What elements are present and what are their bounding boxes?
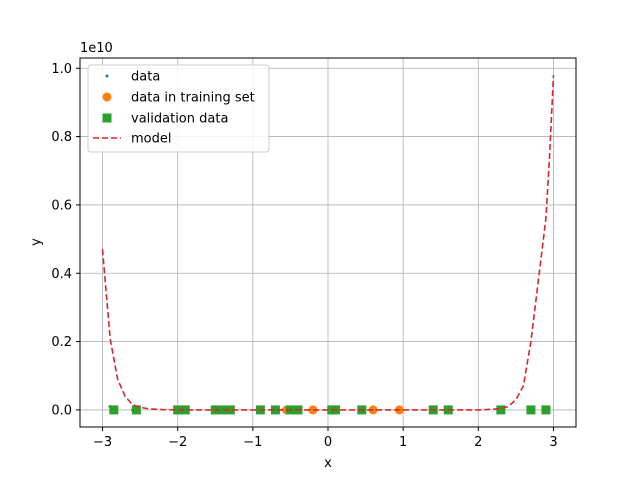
x-tick-label: 0 bbox=[324, 435, 332, 450]
x-tick-label: 1 bbox=[399, 435, 407, 450]
x-tick-label: −3 bbox=[93, 435, 112, 450]
legend-swatch-data bbox=[105, 74, 109, 78]
validation-point bbox=[218, 405, 228, 415]
legend-label: data bbox=[131, 70, 160, 85]
y-axis-ticks: 0.0 0.2 0.4 0.6 0.8 1.0 bbox=[51, 62, 80, 418]
legend-label: model bbox=[131, 132, 171, 147]
training-point bbox=[308, 405, 318, 415]
model-line bbox=[101, 75, 555, 411]
legend: data data in training set validation data m… bbox=[87, 64, 270, 153]
x-tick-label: 3 bbox=[549, 435, 557, 450]
validation-point bbox=[496, 405, 506, 415]
validation-point bbox=[173, 405, 183, 415]
y-tick-label: 0.2 bbox=[51, 335, 72, 350]
legend-label: data in training set bbox=[131, 91, 255, 106]
validation-point bbox=[131, 405, 141, 415]
x-axis-label: x bbox=[324, 456, 332, 471]
y-tick-label: 1.0 bbox=[51, 62, 72, 77]
y-scale-offset-label: 1e10 bbox=[80, 41, 113, 56]
validation-point bbox=[109, 405, 119, 415]
validation-point bbox=[541, 405, 551, 415]
x-axis-ticks: −3 −2 −1 0 1 2 3 bbox=[93, 427, 558, 450]
y-tick-label: 0.4 bbox=[51, 267, 72, 282]
y-tick-label: 0.6 bbox=[51, 198, 72, 213]
validation-point bbox=[225, 405, 235, 415]
x-tick-label: −2 bbox=[168, 435, 187, 450]
legend-swatch-training bbox=[102, 92, 112, 102]
y-tick-label: 0.0 bbox=[51, 403, 72, 418]
x-tick-label: −1 bbox=[243, 435, 262, 450]
legend-box bbox=[87, 64, 270, 153]
y-tick-label: 0.8 bbox=[51, 130, 72, 145]
validation-point bbox=[526, 405, 536, 415]
y-axis-label: y bbox=[29, 238, 44, 246]
legend-label: validation data bbox=[131, 112, 228, 127]
x-tick-label: 2 bbox=[474, 435, 482, 450]
plot-area bbox=[101, 75, 555, 415]
validation-point bbox=[270, 405, 280, 415]
validation-point bbox=[180, 405, 190, 415]
legend-swatch-validation bbox=[102, 113, 112, 123]
